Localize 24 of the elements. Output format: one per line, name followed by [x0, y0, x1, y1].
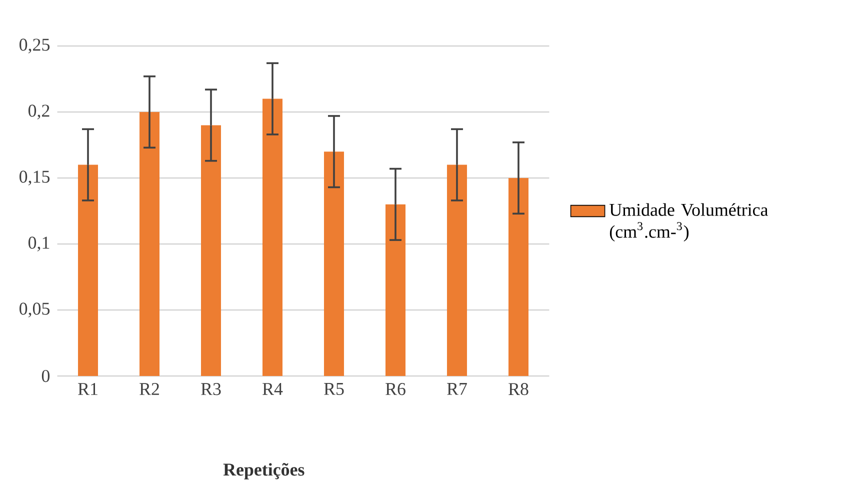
- x-tick-label: R1: [78, 383, 98, 395]
- x-axis-title: Repetições: [223, 463, 304, 480]
- x-tick-label: R4: [262, 383, 283, 395]
- y-tick-label: 0,15: [20, 170, 50, 186]
- bar: [78, 164, 98, 376]
- bar: [385, 204, 406, 376]
- legend-label: Umidade Volumétrica (cm$^{3}$.cm-$^{3}$): [610, 203, 768, 242]
- x-tick-label: R6: [386, 383, 406, 396]
- y-tick-label: 0,25: [20, 38, 50, 54]
- bar: [508, 178, 528, 376]
- y-tick-label: 0,1: [28, 236, 50, 252]
- x-tick-label: R8: [508, 383, 528, 396]
- y-tick-label: 0: [42, 370, 50, 382]
- bar: [446, 164, 467, 376]
- y-tick-label: 0,2: [28, 104, 50, 120]
- bar: [324, 152, 344, 376]
- x-tick-label: R5: [324, 383, 344, 395]
- x-tick-label: R3: [201, 383, 221, 396]
- x-tick-label: R7: [447, 383, 467, 395]
- bar: [200, 125, 221, 376]
- x-tick-label: R2: [140, 383, 159, 395]
- y-tick-label: 0,05: [20, 302, 50, 318]
- bar: [262, 98, 282, 376]
- bar: [140, 112, 160, 376]
